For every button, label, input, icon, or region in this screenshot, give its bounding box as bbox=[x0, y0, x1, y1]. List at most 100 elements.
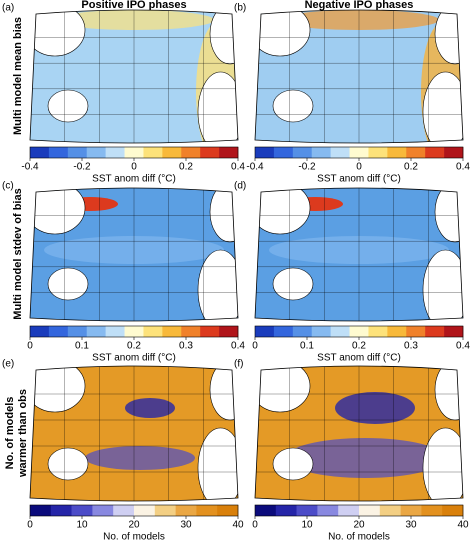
colorbar-segment bbox=[175, 505, 197, 516]
row-label: Multi model mean bias bbox=[12, 17, 24, 135]
colorbar-tick-label: 0 bbox=[27, 341, 33, 352]
colorbar-segment bbox=[143, 147, 163, 158]
colorbar-segment bbox=[425, 147, 445, 158]
colorbar-segment bbox=[71, 505, 93, 516]
colorbar-tick-label: 0 bbox=[27, 520, 33, 531]
colorbar-segment bbox=[162, 326, 182, 337]
colorbar-tick-label: 0.2 bbox=[127, 341, 141, 352]
colorbar-segment bbox=[444, 326, 464, 337]
colorbar-tick-label: 0.4 bbox=[231, 162, 245, 173]
colorbar-segment bbox=[181, 326, 201, 337]
colorbar-tick-label: -0.4 bbox=[21, 162, 39, 173]
colorbar-tick-label: 30 bbox=[180, 520, 192, 531]
colorbar-segment bbox=[317, 505, 339, 516]
column-title: Negative IPO phases bbox=[305, 0, 414, 11]
map-border bbox=[29, 187, 239, 322]
colorbar-segment bbox=[86, 147, 106, 158]
colorbar-tick-label: 0.1 bbox=[75, 341, 89, 352]
colorbar-segment bbox=[219, 326, 239, 337]
colorbar-tick-label: 0.2 bbox=[179, 162, 193, 173]
cool-blob bbox=[335, 392, 415, 424]
colorbar-segment bbox=[86, 326, 106, 337]
colorbar-tick-label: 10 bbox=[301, 520, 313, 531]
colorbar-tick-label: -0.4 bbox=[246, 162, 264, 173]
panel-label: (c) bbox=[2, 181, 14, 192]
colorbar-segment bbox=[311, 147, 331, 158]
colorbar-segment bbox=[311, 326, 331, 337]
colorbar-segment bbox=[48, 326, 69, 337]
land bbox=[47, 89, 89, 123]
colorbar-segment bbox=[255, 147, 275, 158]
row-label-group: Multi model stdev of bias bbox=[12, 188, 24, 319]
land bbox=[209, 10, 238, 65]
cool-band bbox=[85, 446, 195, 470]
colorbar-tick-label: 40 bbox=[457, 520, 469, 531]
colorbar-tick-label: 0.4 bbox=[231, 341, 245, 352]
colorbar-segment bbox=[219, 147, 239, 158]
colorbar-tick-label: 20 bbox=[353, 520, 365, 531]
map-border bbox=[29, 9, 239, 144]
land bbox=[47, 447, 89, 481]
land bbox=[255, 188, 311, 235]
land bbox=[272, 89, 314, 123]
row-label: No. of models bbox=[4, 397, 16, 470]
row-label: Multi model stdev of bias bbox=[12, 188, 24, 319]
colorbar-segment bbox=[273, 147, 294, 158]
cool-blob bbox=[125, 398, 175, 418]
colorbar-segment bbox=[338, 505, 360, 516]
colorbar-segment bbox=[124, 147, 144, 158]
land bbox=[422, 427, 463, 501]
colorbar-label: SST anom diff (°C) bbox=[92, 174, 176, 185]
colorbar-segment bbox=[50, 505, 72, 516]
colorbar-segment bbox=[143, 326, 163, 337]
colorbar-segment bbox=[30, 505, 52, 516]
colorbar-tick-label: 0 bbox=[252, 520, 258, 531]
colorbar-segment bbox=[92, 505, 114, 516]
land bbox=[30, 188, 86, 235]
colorbar-segment bbox=[387, 147, 407, 158]
colorbar-tick-label: -0.2 bbox=[73, 162, 91, 173]
map-border bbox=[29, 365, 239, 502]
panel-label: (a) bbox=[2, 3, 14, 14]
colorbar-tick-label: 0 bbox=[356, 162, 362, 173]
colorbar-segment bbox=[273, 326, 294, 337]
map-border bbox=[254, 9, 464, 144]
colorbar-tick-label: 10 bbox=[76, 520, 88, 531]
colorbar-segment bbox=[181, 147, 201, 158]
colorbar-segment bbox=[349, 326, 369, 337]
colorbar-segment bbox=[124, 326, 144, 337]
colorbar-segment bbox=[105, 147, 125, 158]
colorbar-tick-label: 0.1 bbox=[300, 341, 314, 352]
colorbar-segment bbox=[154, 505, 176, 516]
colorbar-tick-label: 0 bbox=[131, 162, 137, 173]
land bbox=[47, 267, 89, 301]
colorbar-segment bbox=[217, 505, 239, 516]
colorbar-segment bbox=[379, 505, 401, 516]
colorbar-segment bbox=[255, 505, 277, 516]
colorbar-segment bbox=[296, 505, 318, 516]
map bbox=[30, 188, 238, 321]
colorbar-segment bbox=[406, 326, 426, 337]
map bbox=[255, 366, 463, 501]
colorbar-segment bbox=[330, 326, 350, 337]
land bbox=[209, 188, 238, 243]
colorbar-segment bbox=[330, 147, 350, 158]
panel-label: (f) bbox=[234, 359, 243, 370]
land bbox=[434, 188, 463, 243]
colorbar-segment bbox=[421, 505, 443, 516]
colorbar-label: SST anom diff (°C) bbox=[92, 353, 176, 364]
map bbox=[30, 366, 238, 501]
cool-band bbox=[285, 438, 445, 478]
panel-label: (b) bbox=[234, 3, 246, 14]
row-label-group: Multi model mean bias bbox=[12, 17, 24, 135]
land bbox=[197, 427, 238, 501]
colorbar-segment bbox=[196, 505, 218, 516]
map bbox=[255, 188, 463, 321]
colorbar-segment bbox=[134, 505, 156, 516]
colorbar-segment bbox=[368, 147, 388, 158]
colorbar-label: No. of models bbox=[328, 532, 390, 543]
colorbar-segment bbox=[113, 505, 135, 516]
panel-label: (d) bbox=[234, 181, 246, 192]
colorbar-segment bbox=[30, 326, 50, 337]
